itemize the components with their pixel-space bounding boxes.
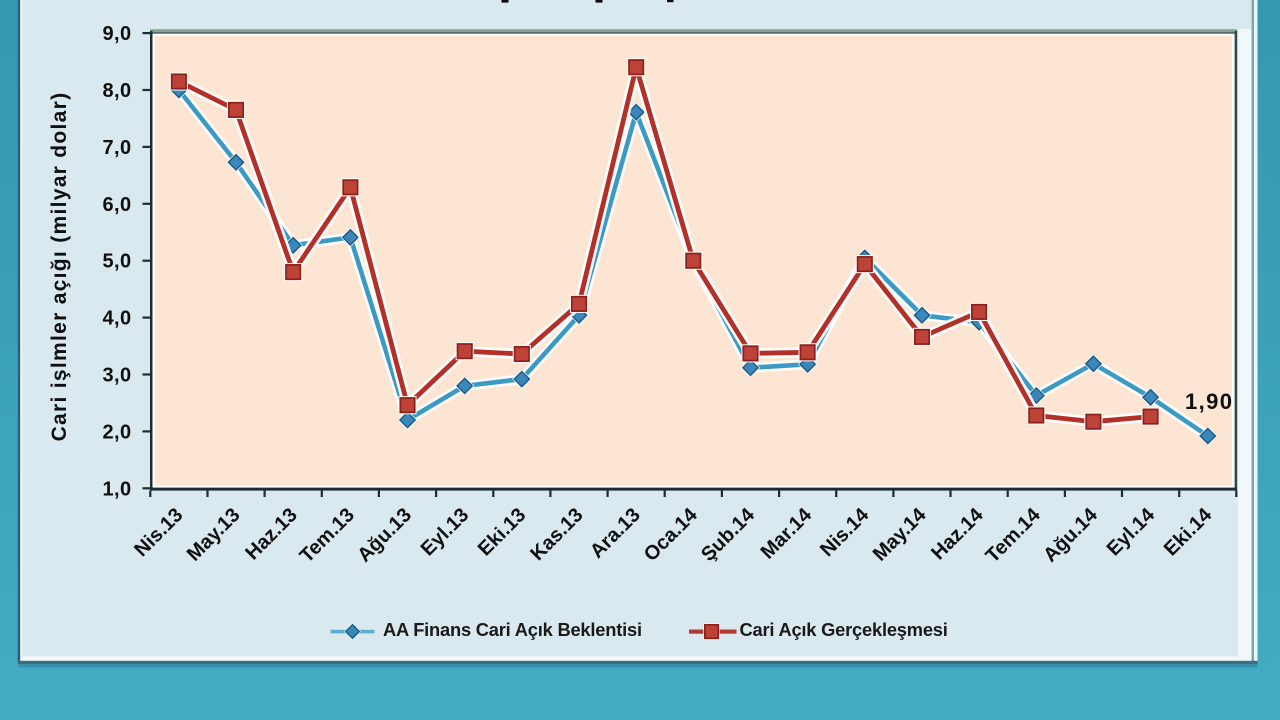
svg-text:Cari Açık Gerçekleşmesi: Cari Açık Gerçekleşmesi bbox=[740, 619, 948, 640]
svg-text:9,0: 9,0 bbox=[102, 23, 131, 45]
svg-text:6,0: 6,0 bbox=[102, 194, 131, 216]
svg-text:1,90: 1,90 bbox=[1185, 389, 1233, 414]
svg-text:7,0: 7,0 bbox=[102, 137, 131, 159]
svg-text:8,0: 8,0 bbox=[102, 80, 131, 102]
svg-text:AA Finans Cari Açık Beklentisi: AA Finans Cari Açık Beklentisi bbox=[383, 619, 642, 640]
svg-text:Cari işlmler açığı (milyar dol: Cari işlmler açığı (milyar dolar) bbox=[48, 92, 71, 442]
svg-text:3,0: 3,0 bbox=[102, 365, 131, 387]
svg-text:1,0: 1,0 bbox=[102, 478, 131, 500]
svg-text:2,0: 2,0 bbox=[102, 421, 131, 443]
svg-text:4,0: 4,0 bbox=[102, 308, 131, 330]
svg-text:5,0: 5,0 bbox=[102, 251, 131, 273]
